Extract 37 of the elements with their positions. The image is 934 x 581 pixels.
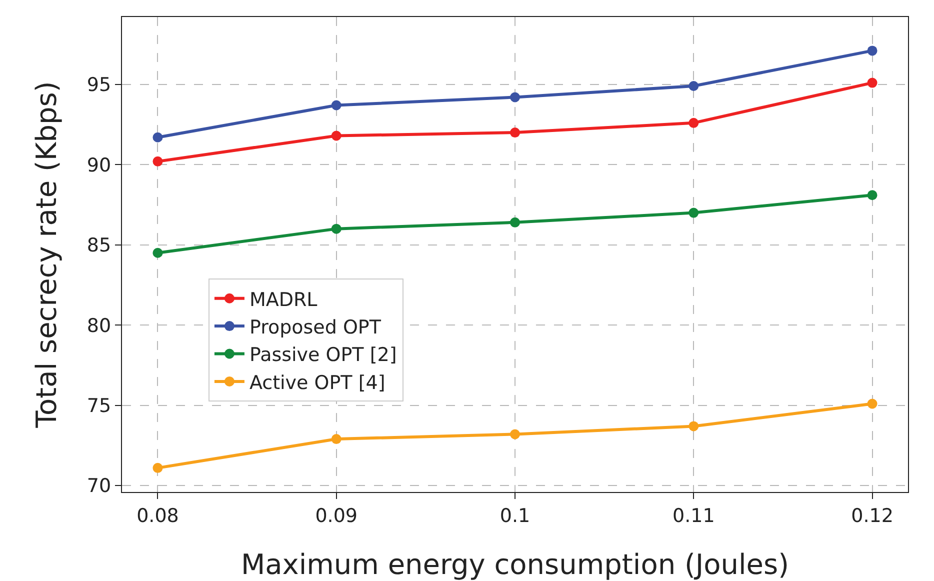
- y-tick-label: 85: [86, 234, 112, 257]
- point: [510, 429, 520, 440]
- point: [152, 462, 163, 473]
- point: [688, 81, 699, 91]
- y-tick-label: 90: [86, 154, 112, 176]
- point: [331, 130, 342, 141]
- y-tick-label: 75: [86, 394, 112, 417]
- point: [867, 190, 878, 200]
- y-tick-label: 80: [86, 314, 112, 337]
- point: [688, 118, 699, 128]
- point: [867, 46, 878, 56]
- legend-label: MADRL: [249, 288, 318, 311]
- point: [152, 132, 163, 142]
- x-tick-label: 0.09: [315, 504, 358, 527]
- point: [331, 100, 342, 110]
- point: [331, 434, 342, 444]
- x-tick-label: 0.1: [500, 504, 530, 527]
- point: [510, 128, 520, 138]
- legend-label: Active OPT [4]: [249, 372, 386, 394]
- point: [688, 421, 699, 432]
- x-tick-label: 0.08: [136, 504, 179, 527]
- point: [510, 217, 520, 228]
- legend-label: Proposed OPT: [249, 316, 382, 338]
- y-tick-label: 70: [86, 475, 112, 498]
- point: [867, 78, 878, 88]
- point: [331, 224, 342, 234]
- x-axis-title: Maximum energy consumption (Joules): [240, 548, 790, 581]
- x-tick-label: 0.11: [672, 504, 715, 527]
- point: [152, 248, 163, 258]
- point: [510, 92, 520, 102]
- legend-label: Passive OPT [2]: [249, 344, 397, 366]
- point: [867, 398, 878, 409]
- point: [688, 208, 699, 218]
- x-tick-label: 0.12: [851, 504, 894, 527]
- y-axis-title: Total secrecy rate (Kbps): [30, 81, 63, 429]
- point: [152, 156, 163, 166]
- y-tick-label: 95: [86, 74, 112, 96]
